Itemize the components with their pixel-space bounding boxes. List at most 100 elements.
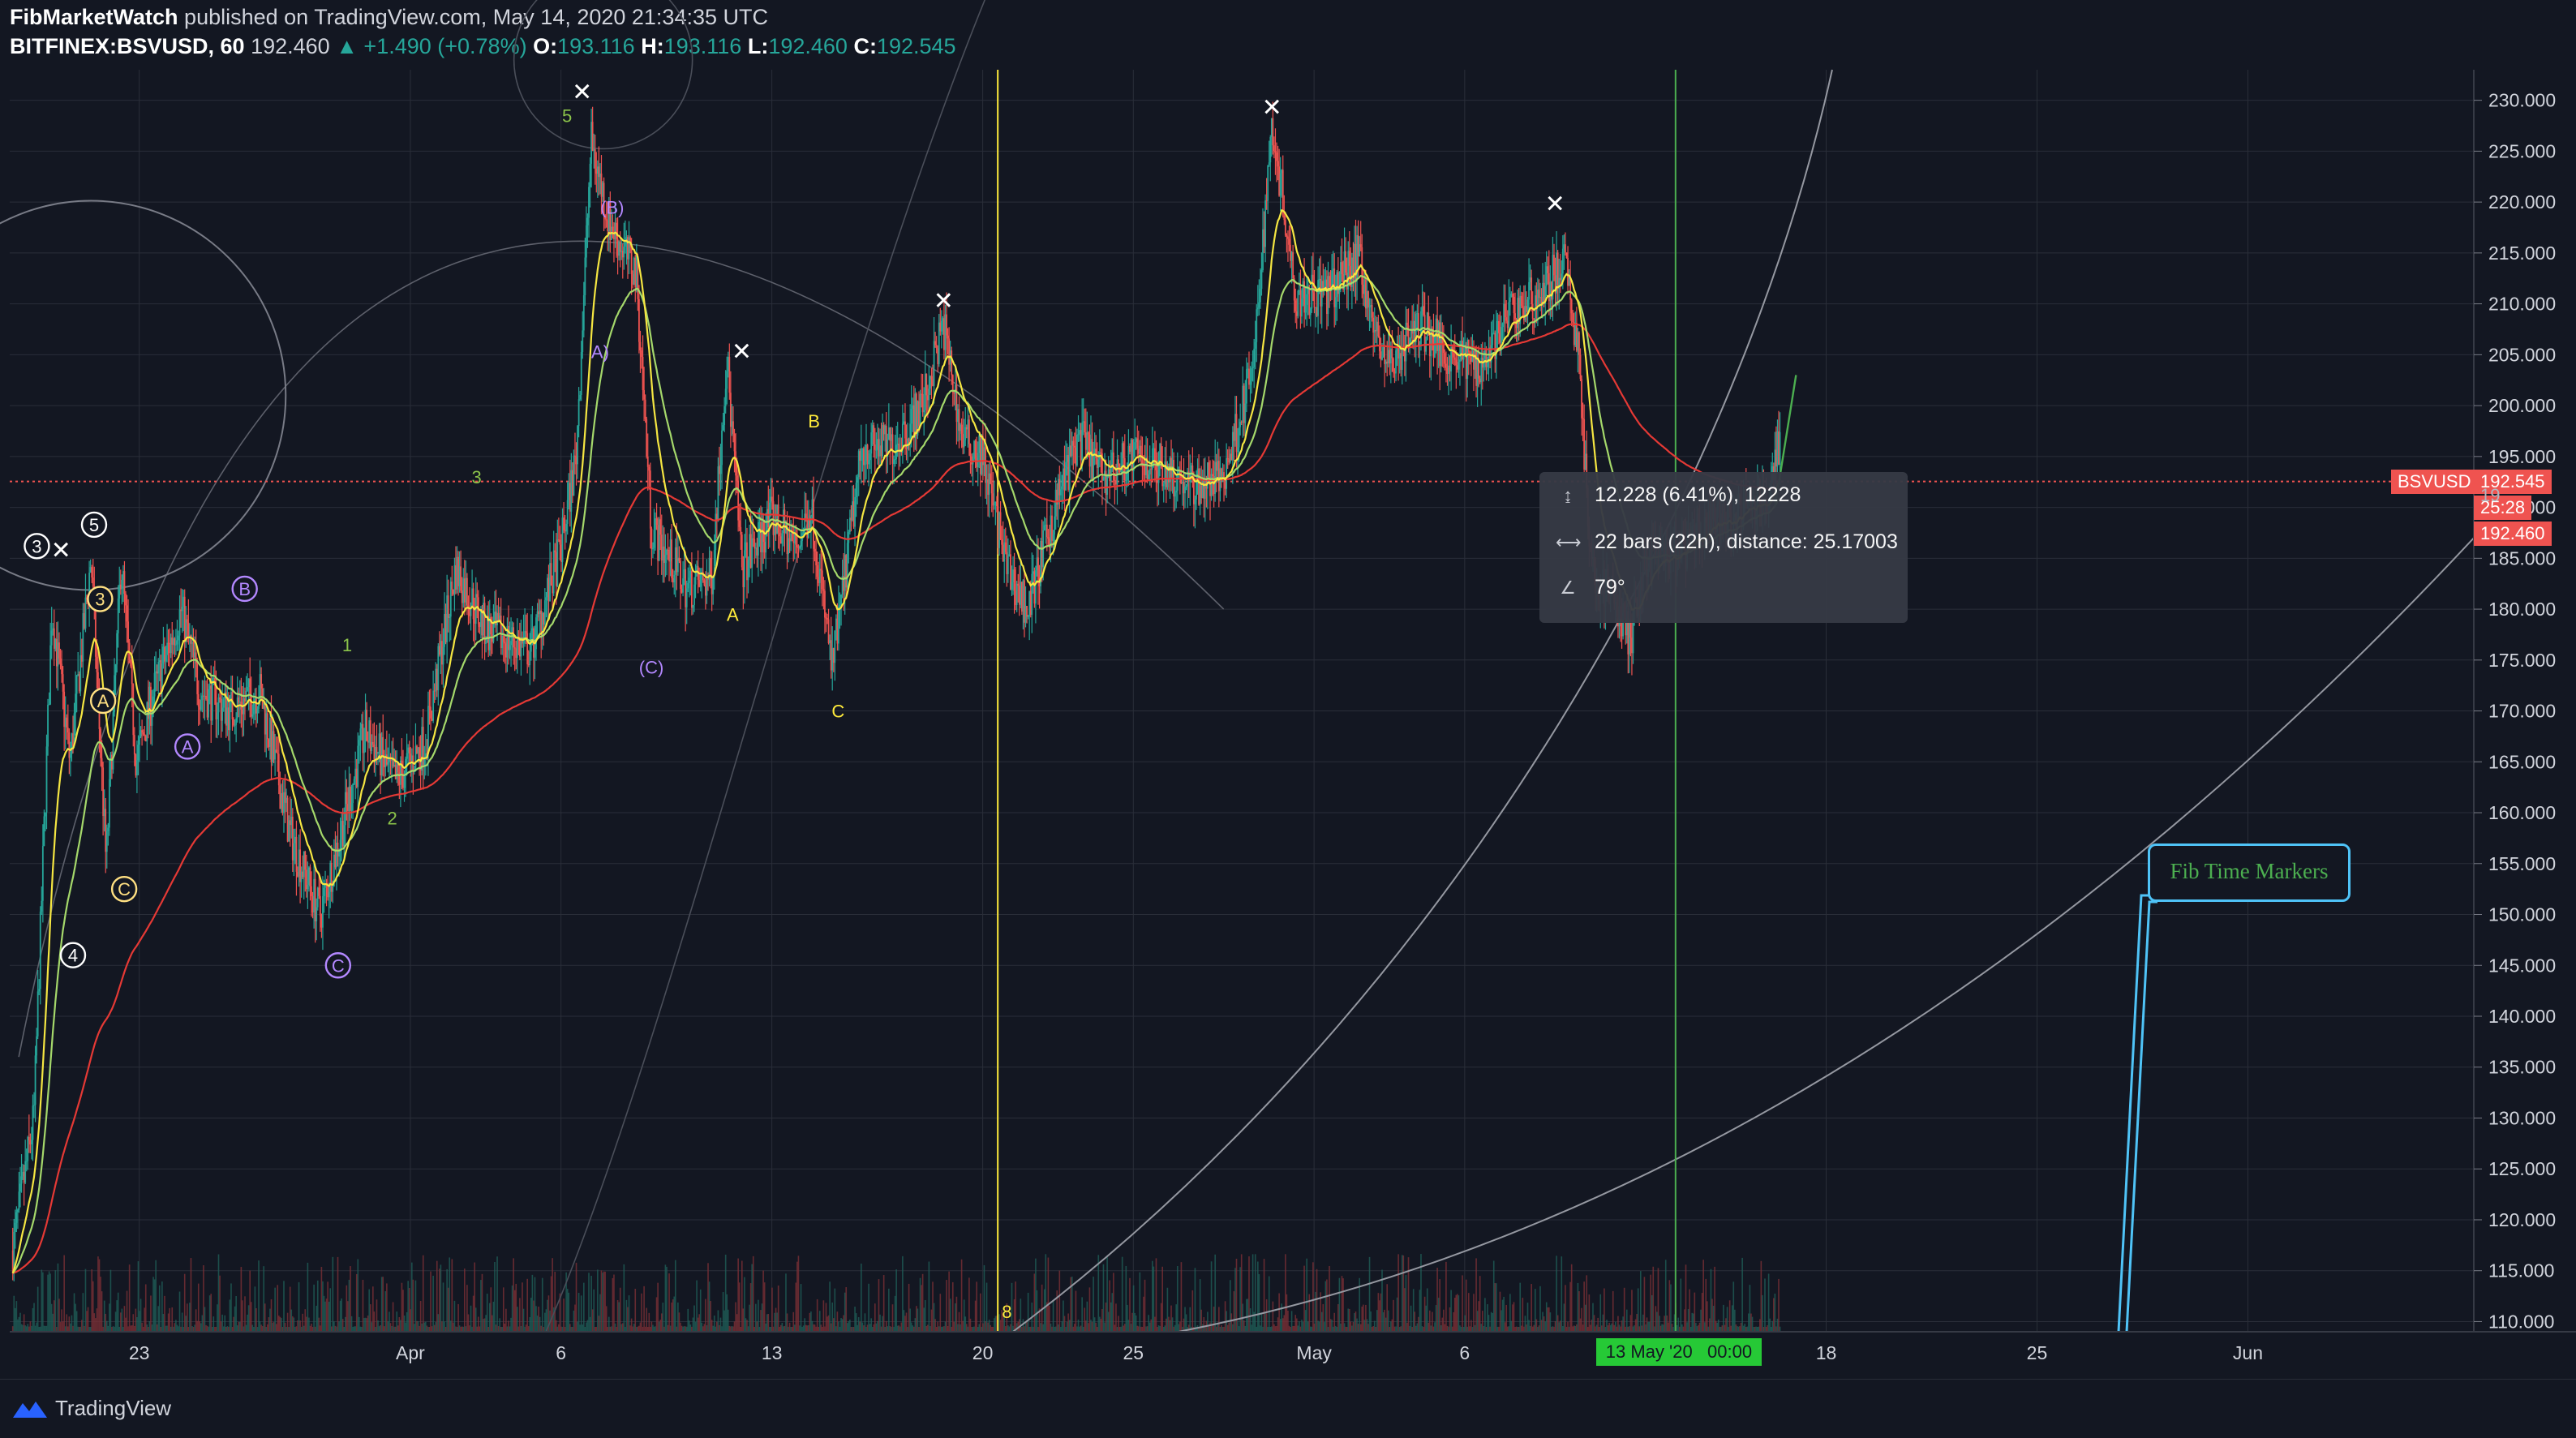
volume-bar xyxy=(522,1308,525,1332)
volume-bar xyxy=(1441,1317,1444,1332)
candle-body xyxy=(27,1136,29,1161)
candle-body xyxy=(535,617,537,650)
volume-bar xyxy=(1390,1321,1392,1332)
volume-bar xyxy=(1024,1322,1027,1332)
candle-body xyxy=(717,466,719,522)
volume-bar xyxy=(1425,1305,1427,1332)
candle-body xyxy=(408,747,410,754)
volume-bar xyxy=(275,1324,277,1332)
candle-body xyxy=(1423,306,1424,316)
candle-body xyxy=(501,636,504,648)
candle-body xyxy=(912,405,914,410)
candle-body xyxy=(729,393,732,427)
volume-bar xyxy=(586,1320,589,1332)
volume-bar xyxy=(896,1325,899,1332)
volume-bar xyxy=(1512,1304,1513,1332)
candle-body xyxy=(1577,332,1579,351)
volume-bar xyxy=(1224,1301,1226,1332)
candle-body xyxy=(371,741,374,745)
volume-bar xyxy=(1682,1326,1685,1332)
volume-bar xyxy=(1313,1323,1316,1332)
volume-bar xyxy=(303,1325,305,1332)
volume-bar xyxy=(1137,1326,1140,1332)
candle-body xyxy=(1625,611,1628,636)
volume-bar xyxy=(629,1325,631,1332)
publisher-name[interactable]: FibMarketWatch xyxy=(10,5,178,29)
candle-body xyxy=(1003,542,1006,562)
candle-body xyxy=(598,166,600,178)
wave-label: B xyxy=(238,579,251,599)
candle-body xyxy=(11,1250,14,1273)
volume-bar xyxy=(1661,1324,1663,1332)
candle-body xyxy=(607,220,609,232)
volume-bar xyxy=(1282,1318,1284,1332)
volume-bar xyxy=(575,1262,577,1332)
volume-bar xyxy=(1286,1294,1288,1332)
volume-bar xyxy=(747,1326,749,1332)
volume-bar xyxy=(453,1322,454,1332)
volume-bar xyxy=(1297,1325,1299,1332)
volume-bar xyxy=(307,1262,309,1332)
candle-body xyxy=(791,534,793,542)
volume-bar xyxy=(1702,1260,1704,1332)
volume-bar xyxy=(1337,1303,1339,1332)
candle-body xyxy=(909,423,912,441)
candle-body xyxy=(153,672,156,697)
candle-body xyxy=(1520,295,1522,307)
volume-bar xyxy=(355,1273,358,1332)
volume-bar xyxy=(1707,1326,1710,1332)
candle-body xyxy=(453,565,456,595)
volume-bar xyxy=(1709,1318,1711,1332)
candle-body xyxy=(821,570,823,589)
volume-bar xyxy=(1572,1326,1574,1332)
volume-bar xyxy=(958,1311,960,1332)
candle-body xyxy=(642,357,644,391)
candle-body xyxy=(1190,465,1192,475)
candle-body xyxy=(476,594,479,598)
candle-body xyxy=(357,745,359,788)
volume-bar xyxy=(466,1285,468,1332)
last-price-tag: 192.460 xyxy=(2474,521,2552,546)
price-axis[interactable]: 110.000115.000120.000125.000130.000135.0… xyxy=(2474,90,2556,1333)
volume-bar xyxy=(944,1321,947,1332)
volume-bar xyxy=(1577,1282,1579,1332)
volume-bar xyxy=(1758,1326,1760,1332)
candle-body xyxy=(1526,299,1529,312)
candle-body xyxy=(1379,336,1380,352)
candle-body xyxy=(1495,333,1497,359)
candle-body xyxy=(1519,295,1522,324)
candle-body xyxy=(705,585,706,596)
candle-body xyxy=(308,867,310,886)
volume-bar xyxy=(765,1323,766,1332)
candle-body xyxy=(194,652,195,658)
volume-bar xyxy=(705,1298,706,1332)
symbol-label[interactable]: BITFINEX:BSVUSD, 60 xyxy=(10,34,245,58)
candle-body xyxy=(125,593,127,606)
volume-bar xyxy=(766,1314,768,1332)
tradingview-logo[interactable]: TradingView xyxy=(11,1396,171,1421)
candle-body xyxy=(743,550,745,587)
volume-bar xyxy=(1066,1321,1068,1332)
candle-body xyxy=(1573,322,1575,346)
candle-body xyxy=(1157,460,1160,483)
volume-bar xyxy=(192,1326,195,1332)
wave-label: C xyxy=(831,702,844,722)
volume-bar xyxy=(1082,1326,1084,1332)
volume-bar xyxy=(1686,1322,1688,1332)
plot-area[interactable] xyxy=(10,70,2474,1332)
volume-bars xyxy=(11,1254,1781,1332)
candle-body xyxy=(208,685,211,689)
fib-time-markers-callout[interactable]: Fib Time Markers xyxy=(2148,843,2351,902)
candle-body xyxy=(508,625,509,650)
candle-body xyxy=(967,419,969,430)
candle-body xyxy=(490,616,492,635)
candle-body xyxy=(595,168,598,174)
volume-bar xyxy=(1052,1301,1054,1332)
candle-body xyxy=(311,896,314,913)
candle-body xyxy=(236,697,238,719)
volume-bar xyxy=(1484,1298,1486,1332)
time-axis[interactable]: 23 Apr 6 13 20 25 May 6 18 25 Jun xyxy=(129,1342,2263,1363)
candle-body xyxy=(907,438,908,449)
volume-bar xyxy=(646,1326,649,1332)
